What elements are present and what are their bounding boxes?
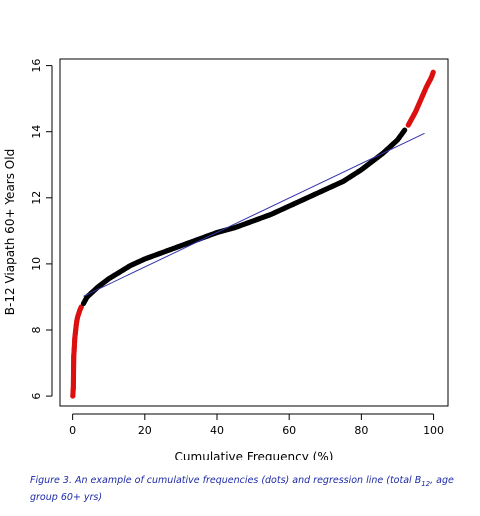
x-axis-title: Cumulative Frequency (%): [175, 450, 334, 460]
chart-svg: 0 20 40 60 80 100 6 8 10 12 14 16 Cumulative Frequ…: [3, 58, 449, 460]
y-axis-title: B-12 Viapath 60+ Years Old: [3, 149, 17, 315]
y-axis: 6 8 10 12 14 16: [30, 59, 53, 400]
x-axis: 0 20 40 60 80 100: [69, 413, 444, 437]
caption-text-part1: Figure 3. An example of cumulative frequ…: [30, 475, 422, 486]
y-tick-label: 12: [30, 191, 43, 205]
regression-line-group: [83, 132, 425, 297]
figure-caption: Figure 3. An example of cumulative frequ…: [30, 474, 460, 504]
caption-text-part2: , age group 60+ yrs): [30, 475, 454, 503]
x-tick-label: 40: [210, 424, 224, 437]
data-point: [402, 127, 408, 133]
x-tick-label: 0: [69, 424, 76, 437]
x-tick-label: 20: [138, 424, 152, 437]
y-tick-label: 16: [30, 59, 43, 73]
y-tick-label: 10: [30, 257, 43, 271]
y-tick-label: 6: [30, 393, 43, 400]
data-point: [430, 69, 436, 75]
caption-subscript: 12: [421, 479, 431, 488]
y-tick-label: 8: [30, 326, 43, 333]
regression-line: [83, 132, 425, 297]
x-tick-label: 80: [354, 424, 368, 437]
x-tick-label: 60: [282, 424, 296, 437]
data-points-group: [70, 69, 436, 399]
chart-figure: 0 20 40 60 80 100 6 8 10 12 14 16 Cumulative Frequ…: [3, 58, 449, 460]
plot-frame: [59, 58, 449, 407]
y-tick-label: 14: [30, 125, 43, 139]
x-tick-label: 100: [423, 424, 444, 437]
